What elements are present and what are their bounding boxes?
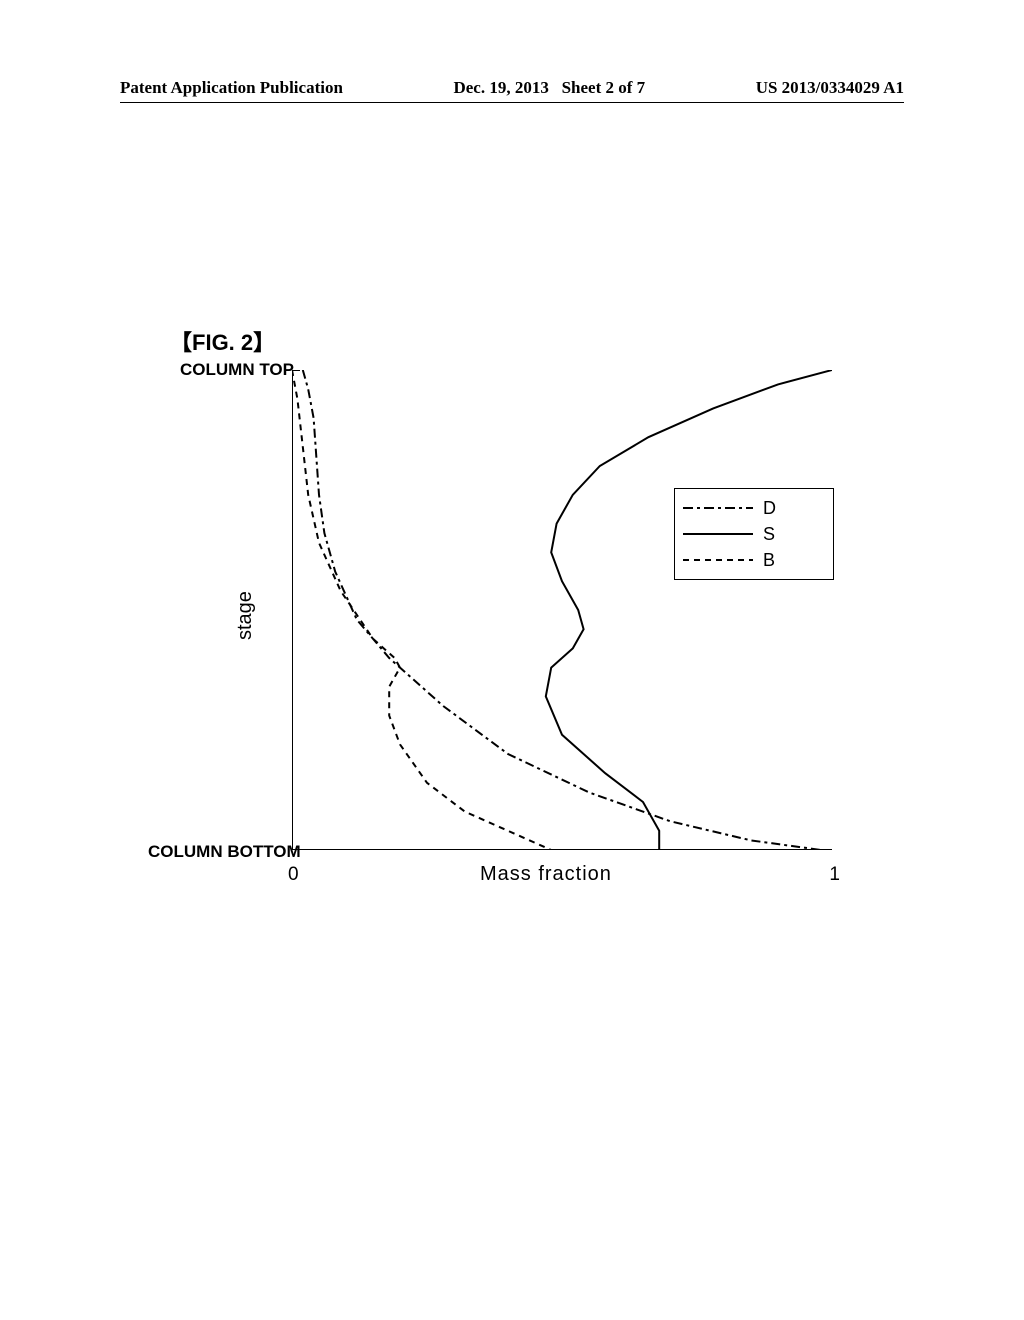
legend: D S B bbox=[674, 488, 834, 580]
legend-row-b: B bbox=[683, 547, 825, 573]
legend-label-s: S bbox=[763, 524, 775, 545]
y-axis-bottom-label: COLUMN BOTTOM bbox=[148, 842, 301, 862]
series-group bbox=[292, 370, 832, 850]
y-axis-top-label: COLUMN TOP bbox=[180, 360, 294, 380]
page-header: Patent Application Publication Dec. 19, … bbox=[0, 78, 1024, 103]
x-axis-title: Mass fraction bbox=[480, 863, 612, 886]
fig-bracket-right: 】 bbox=[253, 330, 275, 355]
chart-container: COLUMN TOP COLUMN BOTTOM stage 0 1 Mass … bbox=[180, 360, 840, 880]
series-B bbox=[292, 370, 551, 850]
publication-number: US 2013/0334029 A1 bbox=[756, 78, 904, 98]
legend-row-d: D bbox=[683, 495, 825, 521]
fig-bracket-left: 【 bbox=[170, 330, 192, 355]
axes bbox=[292, 370, 832, 850]
y-axis-title: stage bbox=[234, 591, 257, 640]
header-rule: Patent Application Publication Dec. 19, … bbox=[120, 78, 904, 103]
series-S bbox=[546, 370, 832, 850]
sheet-text: Sheet 2 of 7 bbox=[562, 78, 646, 97]
figure-label: 【FIG. 2】 bbox=[170, 325, 275, 357]
legend-label-b: B bbox=[763, 550, 775, 571]
x-tick-max: 1 bbox=[829, 864, 840, 886]
x-tick-min: 0 bbox=[288, 864, 299, 886]
fig-number: FIG. 2 bbox=[192, 330, 253, 355]
legend-swatch-d bbox=[683, 498, 753, 518]
legend-label-d: D bbox=[763, 498, 776, 519]
publication-label: Patent Application Publication bbox=[120, 78, 343, 98]
pub-date-text: Dec. 19, 2013 bbox=[453, 78, 548, 97]
chart-plot bbox=[292, 370, 832, 850]
legend-row-s: S bbox=[683, 521, 825, 547]
series-D bbox=[303, 370, 821, 850]
legend-swatch-b bbox=[683, 550, 753, 570]
publication-date: Dec. 19, 2013 Sheet 2 of 7 bbox=[453, 78, 645, 98]
legend-swatch-s bbox=[683, 524, 753, 544]
